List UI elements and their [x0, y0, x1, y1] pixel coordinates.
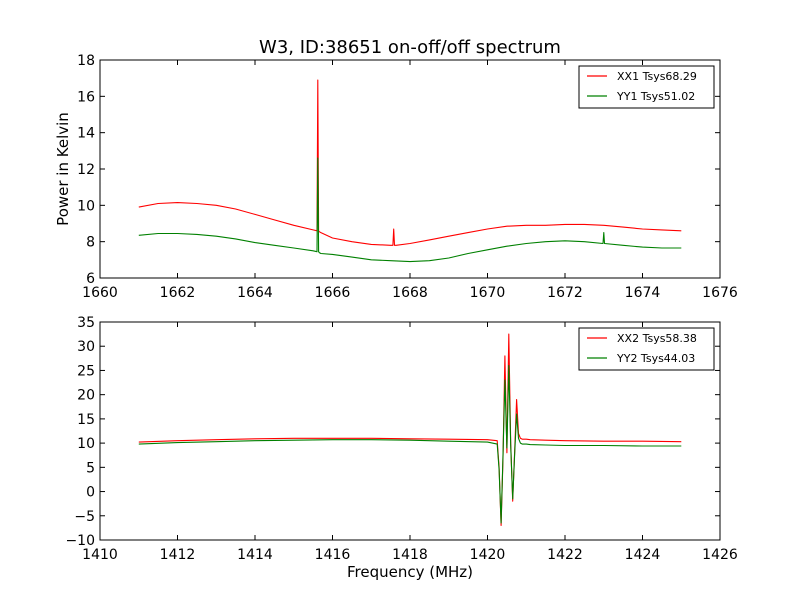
series-line-2 [138, 365, 682, 524]
x-axis-label: Frequency (MHz) [347, 563, 473, 581]
y-tick-label: 18 [77, 53, 95, 69]
legend-label: YY1 Tsys51.02 [616, 90, 695, 103]
x-tick-label: 1674 [625, 285, 661, 301]
y-tick-label: 12 [77, 162, 95, 178]
y-tick-label: 25 [77, 363, 95, 379]
y-tick-label: 10 [77, 436, 95, 452]
y-tick-label: −5 [74, 509, 95, 525]
x-tick-label: 1672 [547, 285, 583, 301]
y-tick-label: 10 [77, 198, 95, 214]
y-tick-label: 5 [86, 460, 95, 476]
x-tick-label: 1662 [160, 285, 196, 301]
y-tick-label: 20 [77, 388, 95, 404]
y-tick-label: 35 [77, 315, 95, 331]
legend-box [578, 65, 715, 109]
x-tick-label: 1414 [237, 547, 273, 563]
series-line-1 [138, 79, 682, 246]
x-tick-label: 1418 [392, 547, 428, 563]
y-tick-label: 14 [77, 126, 95, 142]
y-tick-label: 0 [86, 485, 95, 501]
top-panel: 1660 1662 1664 1666 1668 1670 1672 1674 1676 6 8 10… [54, 53, 738, 301]
x-tick-label: 1660 [82, 285, 118, 301]
y-tick-label: 6 [86, 271, 95, 287]
legend-box [578, 327, 715, 371]
bottom-panel: 1410 1412 1414 1416 1418 1420 1422 1424 1426 −10 −… [65, 315, 737, 563]
figure-title: W3, ID:38651 on-off/off spectrum [259, 37, 561, 58]
legend-label: YY2 Tsys44.03 [616, 352, 695, 365]
x-tick-label: 1670 [470, 285, 506, 301]
y-axis-label: Power in Kelvin [54, 112, 72, 226]
x-tick-label: 1416 [315, 547, 351, 563]
legend-label: XX1 Tsys68.29 [617, 70, 697, 83]
y-tick-label: 15 [77, 412, 95, 428]
y-tick-label: −10 [65, 533, 95, 549]
x-tick-label: 1668 [392, 285, 428, 301]
series-line-2 [138, 157, 682, 263]
y-tick-label: 30 [77, 339, 95, 355]
x-tick-label: 1664 [237, 285, 273, 301]
x-tick-label: 1424 [625, 547, 661, 563]
x-tick-label: 1412 [160, 547, 196, 563]
x-tick-label: 1676 [702, 285, 738, 301]
legend-label: XX2 Tsys58.38 [617, 332, 697, 345]
x-tick-label: 1426 [702, 547, 738, 563]
x-tick-label: 1410 [82, 547, 118, 563]
x-tick-label: 1422 [547, 547, 583, 563]
x-tick-label: 1420 [470, 547, 506, 563]
x-tick-label: 1666 [315, 285, 351, 301]
y-tick-label: 8 [86, 235, 95, 251]
y-tick-label: 16 [77, 89, 95, 105]
